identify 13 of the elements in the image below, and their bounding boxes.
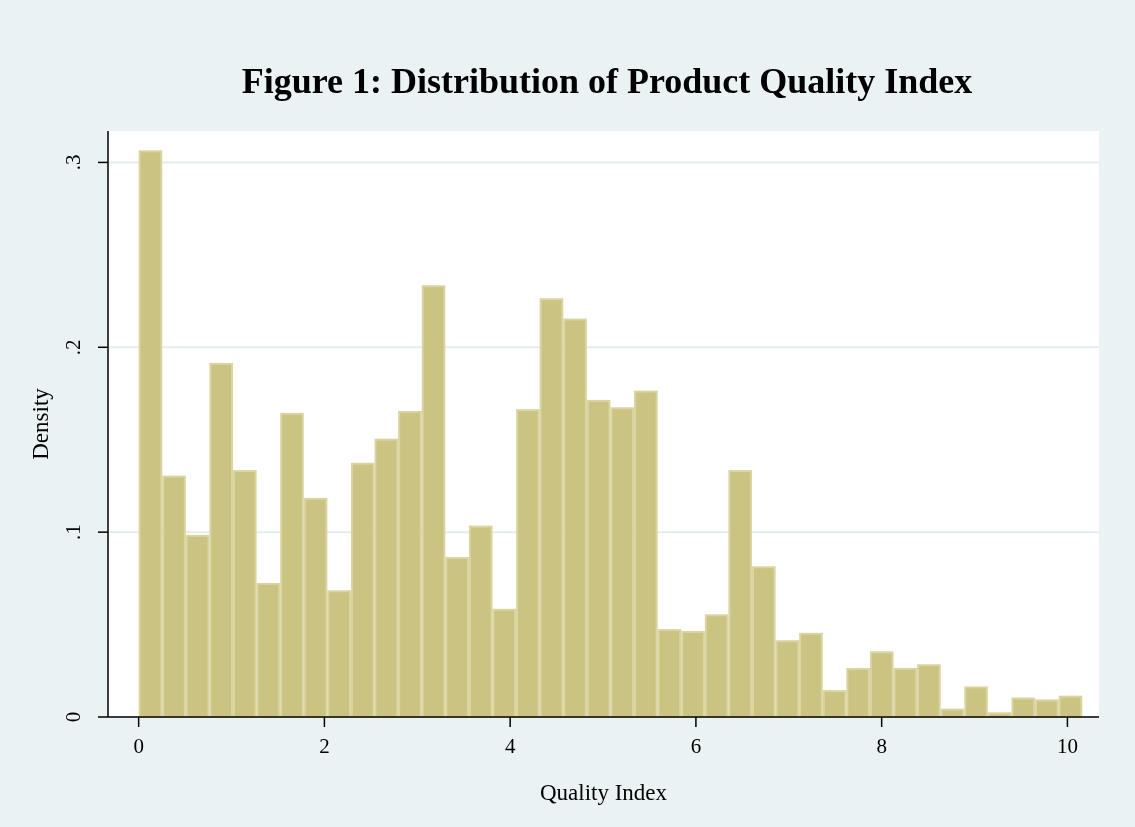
y-tick-label: 0 <box>61 711 85 723</box>
y-axis-title: Density <box>28 387 53 460</box>
y-tick-label: .1 <box>61 524 85 541</box>
x-tick-label: 10 <box>1056 734 1078 758</box>
y-tick-label: .2 <box>61 339 85 356</box>
x-tick-label: 0 <box>133 734 144 758</box>
x-tick-label: 6 <box>690 734 702 758</box>
x-axis-title: Quality Index <box>539 780 668 805</box>
x-tick-label: 2 <box>319 734 330 758</box>
y-tick-label: .3 <box>61 154 85 171</box>
x-tick-label: 8 <box>876 734 887 758</box>
chart-title: Figure 1: Distribution of Product Quality Index <box>241 61 973 101</box>
x-tick-label: 4 <box>504 734 516 758</box>
